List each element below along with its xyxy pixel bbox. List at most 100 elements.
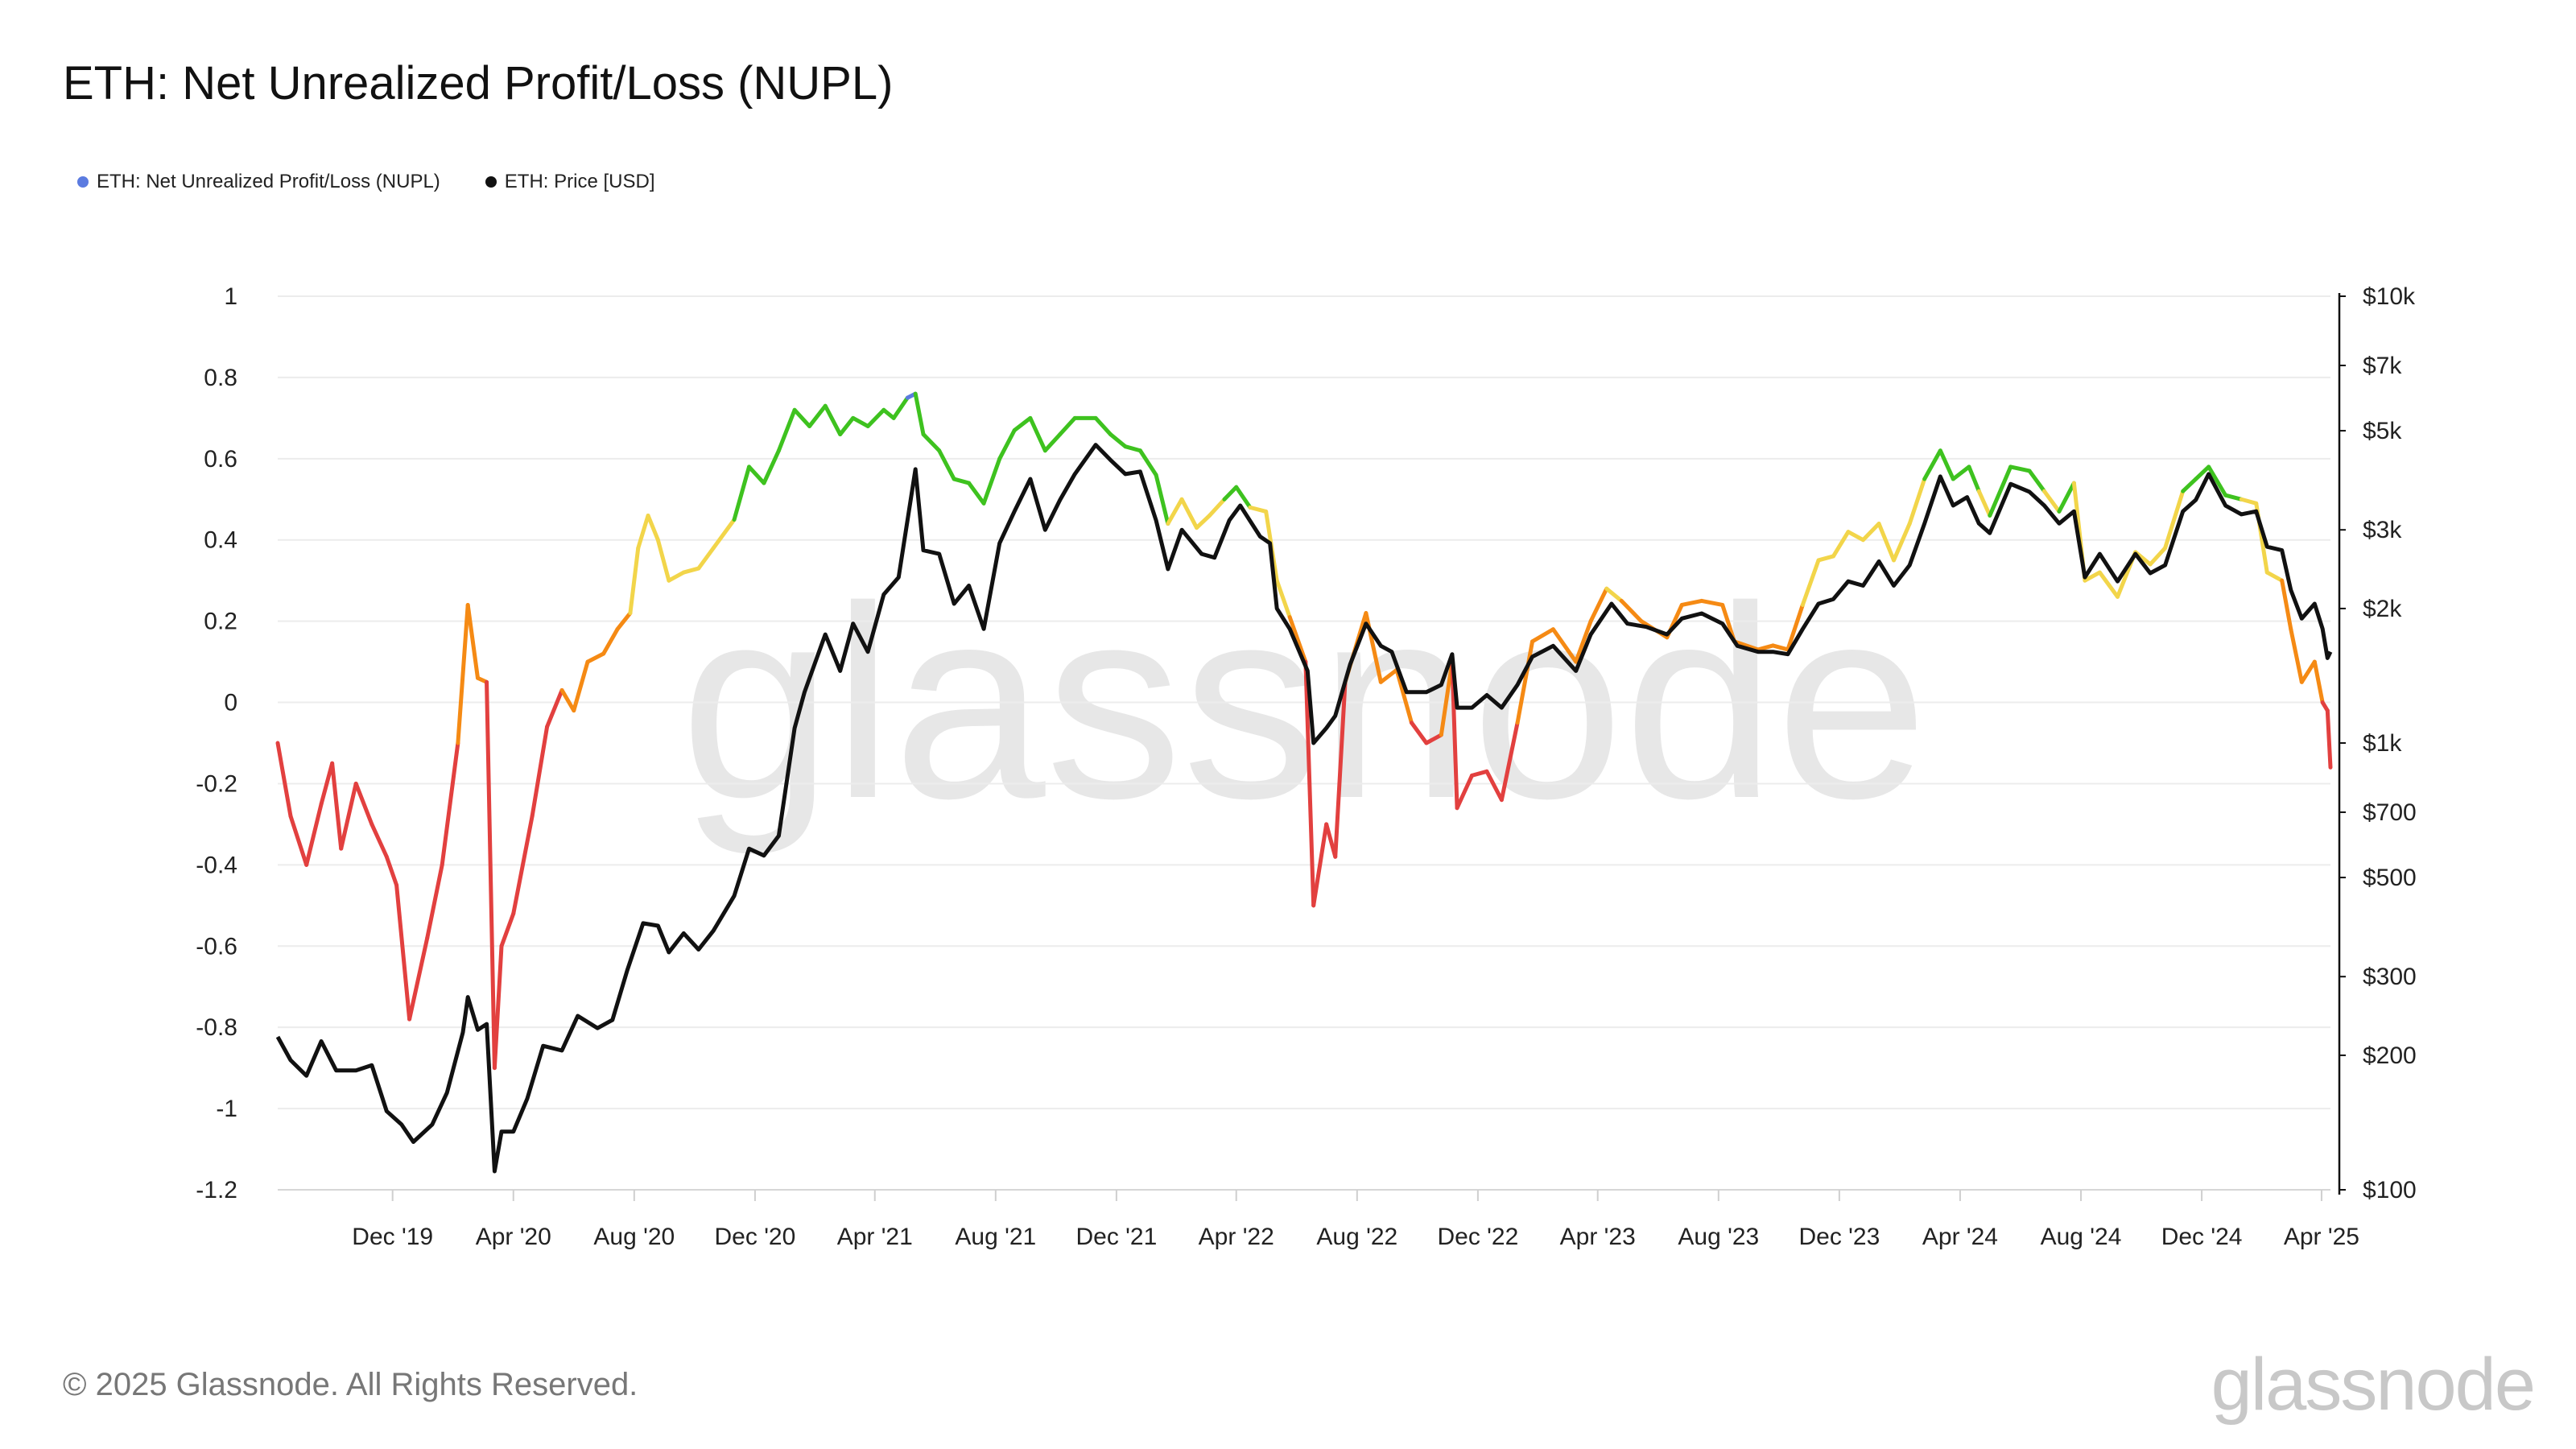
nupl-line-segment [1756,643,1775,652]
gridlines [278,295,2330,1191]
nupl-line-segment [1450,659,1459,811]
nupl-line-segment [304,802,324,867]
nupl-line-segment [394,883,412,1022]
nupl-line-segment [1470,769,1489,778]
nupl-line-segment [2097,570,2120,599]
nupl-line-segment [667,570,686,583]
nupl-line-segment [1424,733,1443,745]
nupl-line-segment [1770,643,1790,652]
nupl-line-segment [1988,464,2013,518]
nupl-line-segment [1058,415,1077,437]
x-tick-label: Dec '20 [715,1224,796,1250]
nupl-line-segment [2312,659,2325,705]
right-tick-label: $1k [2363,730,2402,757]
nupl-line-segment [339,781,358,851]
nupl-line-segment [1922,448,1942,481]
nupl-line-segment [1588,586,1609,624]
left-tick-label: -0.4 [196,852,237,878]
nupl-line-segment [807,403,828,428]
nupl-line-segment [353,781,374,827]
nupl-line-segment [747,464,766,485]
legend-item-nupl[interactable]: ETH: Net Unrealized Profit/Loss (NUPL) [77,171,440,193]
nupl-line-segment [1732,639,1761,652]
nupl-line-segment [1967,464,1981,493]
legend-marker-price [485,176,497,188]
x-tick-label: Apr '23 [1560,1224,1636,1250]
nupl-line-segment [456,602,470,745]
right-tick-label: $5k [2363,418,2402,444]
nupl-line-segment [2148,546,2168,567]
nupl-series [275,391,2333,1071]
nupl-line-segment [601,627,620,656]
nupl-line-segment [1831,530,1851,559]
nupl-line-segment [1154,473,1170,526]
right-tick-label: $10k [2363,283,2416,310]
legend: ETH: Net Unrealized Profit/Loss (NUPL) E… [77,171,700,193]
x-axis-ticks: Dec '19 Apr '20 Aug '20 Dec '20 Apr '21 Aug '… [352,1190,2359,1250]
x-tick-label: Aug '23 [1678,1224,1759,1250]
legend-item-price[interactable]: ETH: Price [USD] [485,171,655,193]
right-tick-label: $200 [2363,1042,2417,1069]
nupl-line-segment [1976,489,1992,518]
nupl-line-segment [997,428,1017,461]
nupl-line-segment [530,724,550,819]
nupl-line-segment [1800,558,1821,607]
x-tick-label: Dec '23 [1798,1224,1880,1250]
nupl-line-segment [2325,708,2333,770]
x-tick-label: Apr '21 [837,1224,913,1250]
watermark: glassnode [680,550,1928,857]
nupl-line-segment [572,659,590,713]
nupl-line-segment [1604,586,1624,603]
x-tick-label: Apr '25 [2284,1224,2359,1250]
nupl-line-segment [275,741,293,819]
nupl-line-segment [636,513,650,551]
nupl-line-segment [511,814,535,916]
nupl-line-segment [2008,464,2032,473]
nupl-line-segment [851,415,870,428]
x-tick-label: Aug '22 [1316,1224,1397,1250]
price-line [275,443,2333,1174]
right-tick-label: $500 [2363,865,2417,891]
nupl-line-segment [2289,627,2304,684]
nupl-line-segment [1515,639,1535,725]
nupl-line-segment [2223,493,2244,502]
nupl-line-segment [319,761,335,807]
nupl-line-segment [1028,415,1047,453]
nupl-line-segment [615,611,633,632]
nupl-line-segment [1876,522,1897,563]
nupl-line-segment [1274,578,1292,620]
nupl-line-segment [2280,578,2293,632]
nupl-line-segment [2163,489,2186,551]
nupl-line-segment [967,481,986,506]
nupl-line-segment [1499,720,1520,803]
nupl-line-segment [881,407,896,420]
nupl-line-segment [1619,598,1644,624]
left-tick-label: -0.6 [196,933,237,960]
nupl-line-segment [711,518,737,551]
nupl-line-segment [1846,530,1865,543]
nupl-line-segment [440,741,460,867]
nupl-line-segment [1951,464,1971,481]
nupl-line-segment [384,854,399,888]
nupl-line-segment [981,456,1002,506]
left-tick-label: 0.2 [204,609,237,635]
price-series [275,443,2333,1174]
nupl-line-segment [823,403,843,437]
nupl-line-segment [776,407,797,453]
legend-label-price: ETH: Price [USD] [504,171,655,192]
nupl-line-segment [1222,485,1239,502]
right-axis-ticks: $10k $7k $5k $3k $2k $1k $700 $500 $300 $200 $100 [2339,283,2417,1203]
right-tick-label: $700 [2363,799,2417,826]
nupl-line-segment [485,679,497,1071]
brand-logo: glassnode [2211,1344,2536,1426]
nupl-line-segment [1816,554,1835,563]
nupl-line-segment [369,822,389,859]
nupl-line-segment [891,395,910,420]
legend-marker-nupl [77,176,89,188]
x-tick-label: Apr '20 [476,1224,551,1250]
nupl-line-segment [646,513,660,543]
nupl-line-segment [1137,448,1158,477]
nupl-line-segment [732,464,752,522]
nupl-line-segment [952,477,972,485]
